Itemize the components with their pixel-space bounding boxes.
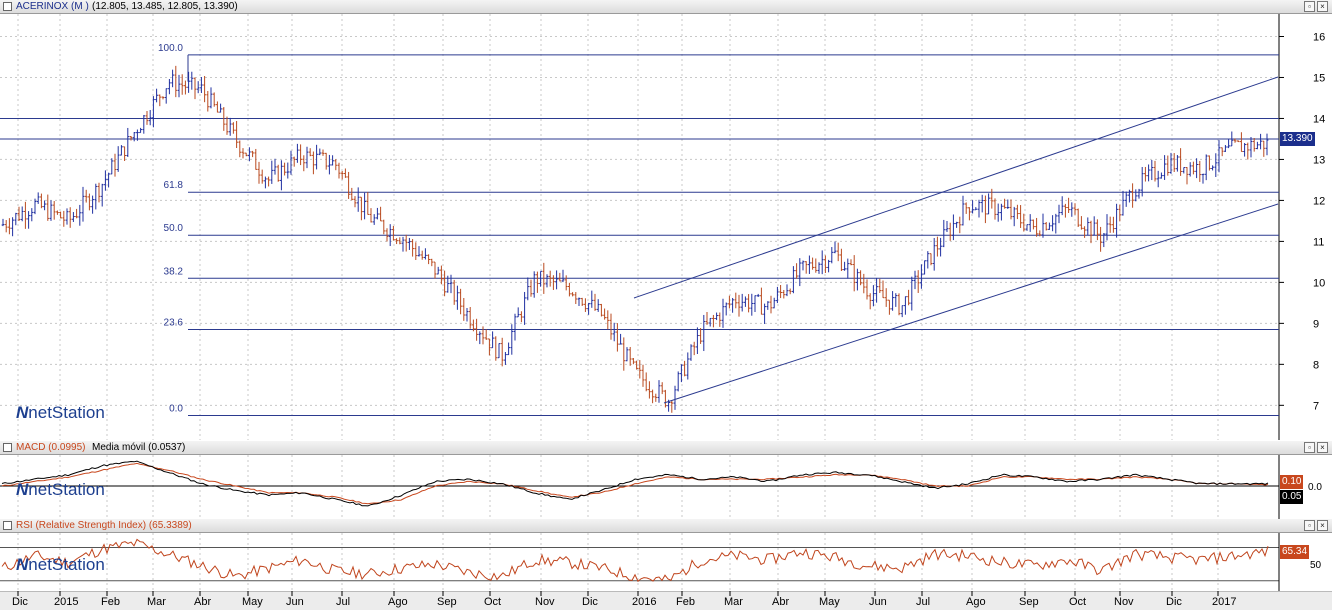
fib-label: 0.0 (169, 404, 183, 415)
plot-area (0, 533, 1279, 591)
x-tick-label: May (819, 596, 840, 608)
x-tick-label: Jul (336, 596, 350, 608)
y-tick-label: 9 (1313, 318, 1319, 330)
macd-signal-label: Media móvil (0.0537) (92, 442, 186, 453)
x-tick-label: Sep (437, 596, 457, 608)
window-menu-icon[interactable] (3, 2, 12, 11)
x-tick-label: Dic (582, 596, 598, 608)
plot-area (0, 455, 1279, 519)
macd-titlebar: MACD (0.0995) Media móvil (0.0537) ▫ × (0, 441, 1332, 455)
y-tick-label: 16 (1313, 31, 1325, 43)
macd-line (1, 460, 1269, 507)
netstation-logo: NnetStation (16, 403, 105, 423)
brand-name: netStation (28, 403, 105, 422)
price-chart[interactable]: 16 15 14 13 12 11 10 9 8 7 100.0 61.8 50.0 38.2 23.6 0.… (0, 14, 1332, 440)
channel-upper-line (633, 76, 1279, 299)
last-price-tag: 13.390 (1280, 132, 1315, 146)
x-tick-label: 2016 (632, 596, 656, 608)
price-panel-titlebar: ACERINOX (M ) (12.805, 13.485, 12.805, 1… (0, 0, 1332, 14)
x-tick-label: Dic (1166, 596, 1182, 608)
fib-label: 23.6 (164, 318, 184, 329)
close-button[interactable]: × (1317, 1, 1328, 12)
rsi-value-tag: 65.34 (1280, 545, 1310, 559)
restore-button[interactable]: ▫ (1304, 442, 1315, 453)
restore-button[interactable]: ▫ (1304, 520, 1315, 531)
y-tick-label: 12 (1313, 195, 1325, 207)
x-tick-label: Feb (101, 596, 120, 608)
x-tick-label: Abr (194, 596, 211, 608)
netstation-n-icon: N (16, 403, 29, 422)
rsi-chart[interactable]: 50 (0, 533, 1332, 591)
rsi-line (1, 538, 1269, 583)
rsi-mid-label: 50 (1310, 560, 1322, 571)
brand-name: netStation (28, 480, 105, 499)
x-tick-label: Jul (916, 596, 930, 608)
close-button[interactable]: × (1317, 520, 1328, 531)
price-panel: ACERINOX (M ) (12.805, 13.485, 12.805, 1… (0, 0, 1332, 440)
netstation-logo: NnetStation (16, 555, 105, 575)
y-tick-label: 13 (1313, 154, 1325, 166)
brand-name: netStation (28, 555, 105, 574)
y-tick-label: 10 (1313, 277, 1325, 289)
restore-button[interactable]: ▫ (1304, 1, 1315, 12)
x-tick-label: Sep (1019, 596, 1039, 608)
time-axis-bg (0, 591, 1332, 610)
x-tick-label: 2015 (54, 596, 78, 608)
signal-value-tag: 0.05 (1280, 490, 1304, 504)
x-tick-label: Feb (676, 596, 695, 608)
x-tick-label: Jun (869, 596, 887, 608)
x-tick-label: Jun (286, 596, 304, 608)
window-menu-icon[interactable] (3, 521, 12, 530)
x-tick-label: Oct (484, 596, 501, 608)
macd-chart[interactable]: 0.0 (0, 455, 1332, 519)
x-tick-label: 2017 (1212, 596, 1236, 608)
window-menu-icon[interactable] (3, 443, 12, 452)
rsi-panel: RSI (Relative Strength Index) (65.3389) … (0, 519, 1332, 591)
fib-label: 38.2 (164, 266, 184, 277)
netstation-logo: NnetStation (16, 480, 105, 500)
price-panel-ohlc: (12.805, 13.485, 12.805, 13.390) (92, 1, 238, 12)
netstation-n-icon: N (16, 480, 29, 499)
x-tick-label: Mar (147, 596, 166, 608)
fib-label: 100.0 (158, 43, 183, 54)
x-tick-label: Dic (12, 596, 28, 608)
y-tick-label: 11 (1313, 236, 1324, 248)
x-tick-label: Mar (724, 596, 743, 608)
y-tick-label: 7 (1313, 400, 1319, 412)
zero-tick-label: 0.0 (1308, 482, 1322, 493)
netstation-n-icon: N (16, 555, 29, 574)
y-tick-label: 8 (1313, 359, 1319, 371)
x-tick-label: May (242, 596, 263, 608)
signal-line (1, 462, 1269, 505)
y-tick-label: 14 (1313, 113, 1325, 125)
fib-label: 50.0 (164, 223, 184, 234)
x-tick-label: Abr (772, 596, 789, 608)
x-tick-label: Nov (1114, 596, 1134, 608)
x-tick-label: Ago (966, 596, 986, 608)
macd-panel: MACD (0.0995) Media móvil (0.0537) ▫ × 0… (0, 441, 1332, 519)
x-tick-label: Ago (388, 596, 408, 608)
macd-value-tag: 0.10 (1280, 475, 1304, 489)
time-axis: Dic 2015 Feb Mar Abr May Jun Jul Ago Sep Oct Nov Dic… (0, 591, 1332, 610)
close-button[interactable]: × (1317, 442, 1328, 453)
fib-label: 61.8 (164, 180, 184, 191)
channel-lower-line (663, 203, 1279, 404)
price-panel-title: ACERINOX (M ) (16, 1, 89, 12)
rsi-titlebar: RSI (Relative Strength Index) (65.3389) … (0, 519, 1332, 533)
x-tick-label: Oct (1069, 596, 1086, 608)
y-tick-label: 15 (1313, 72, 1325, 84)
rsi-title: RSI (Relative Strength Index) (65.3389) (16, 520, 192, 531)
x-tick-label: Nov (535, 596, 555, 608)
macd-title: MACD (0.0995) (16, 442, 86, 453)
